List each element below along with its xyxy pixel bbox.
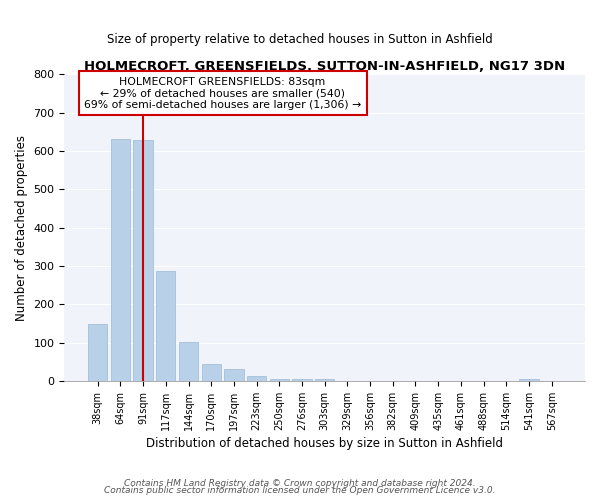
Bar	[315, 380, 334, 381]
Text: HOLMECROFT GREENSFIELDS: 83sqm
← 29% of detached houses are smaller (540)
69% of: HOLMECROFT GREENSFIELDS: 83sqm ← 29% of …	[84, 76, 361, 110]
X-axis label: Distribution of detached houses by size in Sutton in Ashfield: Distribution of detached houses by size …	[146, 437, 503, 450]
Y-axis label: Number of detached properties: Number of detached properties	[15, 134, 28, 320]
Bar	[133, 140, 153, 381]
Title: HOLMECROFT, GREENSFIELDS, SUTTON-IN-ASHFIELD, NG17 3DN: HOLMECROFT, GREENSFIELDS, SUTTON-IN-ASHF…	[84, 60, 565, 73]
Bar	[88, 324, 107, 381]
Bar	[520, 380, 539, 381]
Bar	[269, 380, 289, 381]
Bar	[247, 376, 266, 381]
Bar	[156, 271, 175, 381]
Text: Contains public sector information licensed under the Open Government Licence v3: Contains public sector information licen…	[104, 486, 496, 495]
Text: Contains HM Land Registry data © Crown copyright and database right 2024.: Contains HM Land Registry data © Crown c…	[124, 478, 476, 488]
Text: Size of property relative to detached houses in Sutton in Ashfield: Size of property relative to detached ho…	[107, 32, 493, 46]
Bar	[292, 379, 311, 381]
Bar	[111, 138, 130, 381]
Bar	[179, 342, 198, 381]
Bar	[202, 364, 221, 381]
Bar	[224, 369, 244, 381]
